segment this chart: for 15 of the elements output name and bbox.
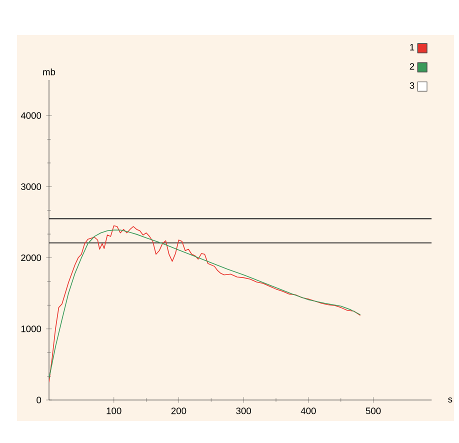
y-tick-label: 0 <box>36 396 42 404</box>
legend-label: 3 <box>410 82 414 89</box>
x-tick-label: 500 <box>366 408 381 414</box>
x-tick-label: 200 <box>171 408 186 414</box>
x-tick-label: 400 <box>300 408 316 414</box>
x-axis-title: s <box>448 397 452 403</box>
y-tick-label: 2000 <box>21 254 42 262</box>
y-tick-label: 4000 <box>20 112 42 119</box>
legend-label: 2 <box>410 63 414 70</box>
x-tick-label: 100 <box>106 408 122 414</box>
y-axis-title: mb <box>43 68 56 76</box>
legend-label: 1 <box>410 44 414 50</box>
y-tick-label: 1000 <box>21 326 42 332</box>
y-tick-label: 3000 <box>21 183 42 190</box>
x-tick-label: 300 <box>236 408 251 414</box>
